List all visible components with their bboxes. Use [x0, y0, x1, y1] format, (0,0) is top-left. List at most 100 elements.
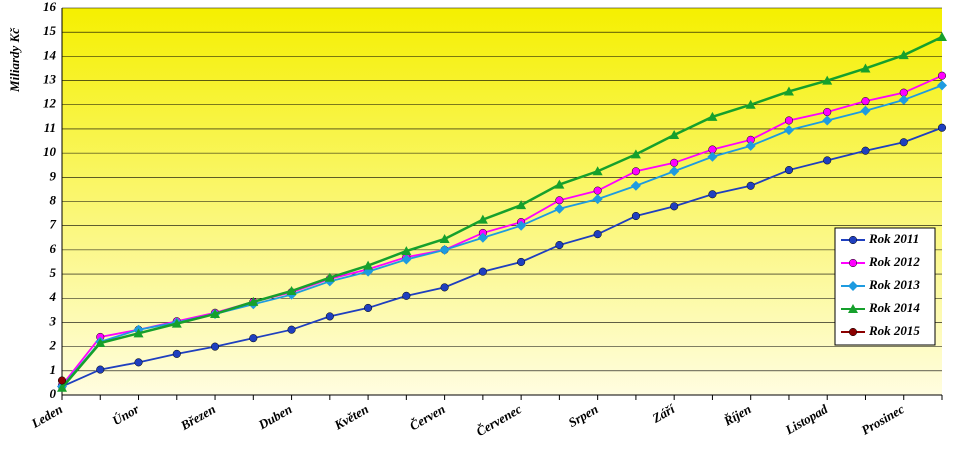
marker [708, 190, 717, 199]
series-line [61, 126, 943, 388]
marker [516, 220, 527, 231]
marker [402, 291, 411, 300]
y-tick-label: 1 [50, 362, 57, 377]
legend-label: Rok 2014 [868, 300, 920, 315]
legend-label: Rok 2013 [868, 277, 920, 292]
y-axis-label: Miliardy Kč [7, 27, 22, 93]
marker [848, 304, 858, 313]
marker [593, 186, 602, 195]
marker [707, 151, 718, 162]
marker [783, 86, 794, 96]
x-tick-label: Červen [407, 401, 448, 433]
marker [517, 257, 526, 267]
y-tick-label: 7 [50, 217, 57, 232]
marker [631, 167, 640, 176]
marker [631, 211, 640, 221]
marker [477, 232, 488, 243]
marker [172, 349, 181, 358]
legend-label: Rok 2011 [868, 231, 919, 246]
marker [670, 158, 679, 167]
marker [95, 337, 106, 347]
marker [848, 235, 858, 245]
marker [286, 285, 297, 295]
marker [401, 246, 412, 256]
marker [861, 97, 870, 106]
y-tick-label: 4 [49, 289, 57, 304]
x-tick-label: Říjen [720, 401, 753, 429]
marker [57, 376, 67, 385]
y-tick-label: 8 [50, 192, 57, 207]
marker [899, 138, 908, 147]
y-tick-label: 11 [44, 120, 56, 135]
marker [364, 303, 373, 312]
y-tick-label: 3 [49, 313, 57, 328]
x-tick-label: Duben [255, 401, 295, 433]
marker [848, 281, 858, 291]
x-tick-label: Květen [331, 401, 371, 433]
marker [96, 365, 105, 374]
marker [746, 181, 755, 190]
marker [670, 202, 679, 211]
marker [248, 296, 259, 306]
marker [848, 258, 858, 268]
x-tick-label: Červenec [473, 401, 524, 439]
marker [555, 240, 564, 250]
marker [134, 358, 143, 367]
y-tick-label: 0 [50, 386, 57, 401]
x-tick-label: Leden [28, 401, 65, 431]
marker [937, 71, 947, 80]
marker [287, 325, 296, 334]
y-tick-label: 6 [50, 241, 57, 256]
marker [210, 342, 220, 351]
marker [630, 149, 641, 159]
marker [477, 214, 488, 224]
marker [440, 283, 449, 292]
marker [822, 115, 833, 126]
marker [592, 166, 603, 176]
marker [555, 196, 564, 205]
y-tick-label: 2 [49, 338, 57, 353]
y-tick-label: 5 [50, 265, 57, 280]
marker [898, 94, 909, 105]
marker [439, 244, 450, 255]
marker [171, 318, 182, 328]
series-line [61, 74, 943, 386]
marker [210, 308, 221, 318]
marker [593, 230, 602, 239]
marker [937, 80, 947, 91]
legend-label: Rok 2012 [868, 254, 920, 269]
marker [823, 156, 832, 165]
legend-label: Rok 2015 [868, 323, 920, 338]
marker [745, 99, 756, 109]
y-tick-label: 10 [43, 144, 57, 159]
marker [669, 129, 680, 139]
marker [401, 254, 412, 265]
marker [325, 312, 334, 321]
marker [324, 272, 335, 282]
marker [860, 63, 871, 73]
marker [848, 327, 858, 337]
marker [363, 260, 374, 270]
y-tick-label: 15 [43, 23, 57, 38]
marker [937, 32, 947, 42]
marker [630, 180, 641, 191]
marker [784, 116, 794, 125]
marker [592, 194, 603, 205]
series-line [61, 35, 943, 389]
x-tick-label: Březen [177, 401, 218, 433]
marker [937, 123, 947, 132]
y-tick-label: 13 [43, 72, 57, 87]
marker [707, 111, 718, 121]
x-tick-label: Prosinec [859, 401, 907, 438]
marker [898, 50, 909, 60]
marker [669, 166, 680, 177]
marker [478, 267, 487, 276]
marker [439, 233, 450, 243]
marker [860, 105, 871, 116]
y-tick-label: 12 [43, 96, 57, 111]
marker [784, 166, 794, 175]
x-tick-label: Srpen [566, 401, 601, 430]
y-tick-label: 14 [43, 47, 57, 62]
